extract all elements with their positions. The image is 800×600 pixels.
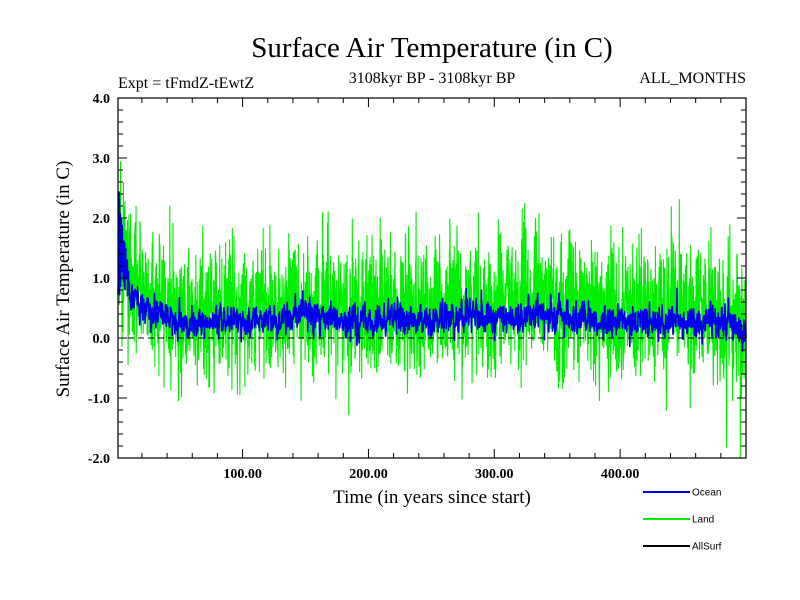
legend-label-ocean: Ocean	[692, 488, 721, 499]
y-tick-label: -1.0	[88, 392, 110, 407]
series-line-ocean	[117, 191, 747, 352]
ocean-series-layer	[117, 191, 747, 352]
series-line-land	[117, 161, 747, 459]
chart-subtitle-months: ALL_MONTHS	[639, 70, 746, 87]
y-axis: -2.0 -1.0 0.0 1.0 2.0 3.0 4.0	[88, 92, 746, 467]
legend-label-land: Land	[692, 515, 714, 526]
chart-subtitle-experiment: Expt = tFmdZ-tEwtZ	[118, 75, 254, 92]
y-tick-label: -2.0	[88, 452, 110, 467]
chart-subtitle-period: 3108kyr BP - 3108kyr BP	[349, 70, 516, 87]
x-tick-label: 100.00	[223, 467, 262, 482]
y-tick-label: 4.0	[93, 92, 111, 107]
y-tick-label: 2.0	[93, 212, 111, 227]
x-tick-label: 200.00	[349, 467, 388, 482]
plot-area	[117, 97, 747, 459]
y-tick-label: 0.0	[93, 332, 111, 347]
land-series-layer	[117, 161, 747, 459]
x-axis: 100.00 200.00 300.00 400.00	[141, 98, 722, 482]
x-tick-label: 300.00	[475, 467, 514, 482]
y-tick-label: 3.0	[93, 152, 111, 167]
chart-title: Surface Air Temperature (in C)	[251, 32, 612, 64]
x-tick-label: 400.00	[601, 467, 640, 482]
y-axis-title: Surface Air Temperature (in C)	[53, 161, 74, 398]
legend: Ocean Land AllSurf	[643, 488, 722, 553]
legend-label-allsurf: AllSurf	[692, 542, 722, 553]
y-tick-label: 1.0	[93, 272, 111, 287]
x-axis-title: Time (in years since start)	[333, 487, 531, 508]
